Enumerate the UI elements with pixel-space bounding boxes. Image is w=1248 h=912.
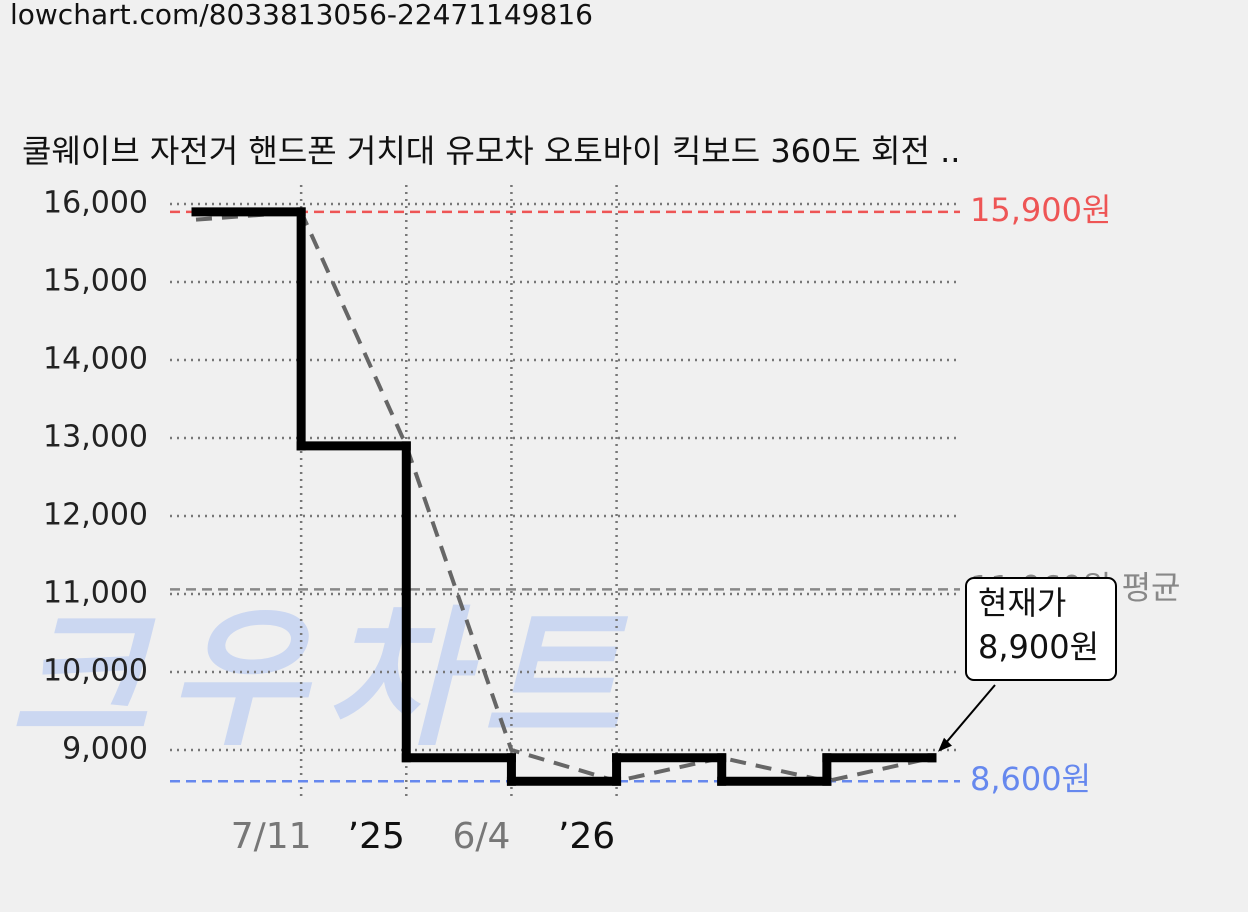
y-tick-label: 13,000 (43, 420, 148, 455)
x-tick-label: 7/11 (231, 816, 312, 857)
annotation-text: 현재가 (978, 584, 1066, 622)
y-tick-label: 11,000 (43, 576, 148, 611)
x-tick-label: ’25 (348, 816, 405, 857)
annotation-box (965, 577, 1117, 681)
y-tick-label: 14,000 (43, 342, 148, 377)
y-tick-label: 15,000 (43, 264, 148, 299)
arrow-head (938, 737, 952, 752)
y-tick-label: 12,000 (43, 498, 148, 533)
y-tick-label: 16,000 (43, 186, 148, 221)
x-tick-label: 6/4 (452, 816, 510, 857)
y-tick-label: 10,000 (43, 654, 148, 689)
annotation-arrow (939, 684, 996, 751)
y-tick-label: 9,000 (62, 732, 148, 767)
url: lowchart.com/8033813056-22471149816 (10, 0, 593, 31)
x-tick-label: ’26 (558, 816, 615, 857)
reference-label: 8,600원 (970, 760, 1091, 798)
annotation-text: 8,900원 (978, 628, 1099, 666)
chart-title: 쿨웨이브 자전거 핸드폰 거치대 유모차 오토바이 킥보드 360도 회전 .. (22, 132, 960, 170)
reference-label: 15,900원 (970, 191, 1111, 229)
